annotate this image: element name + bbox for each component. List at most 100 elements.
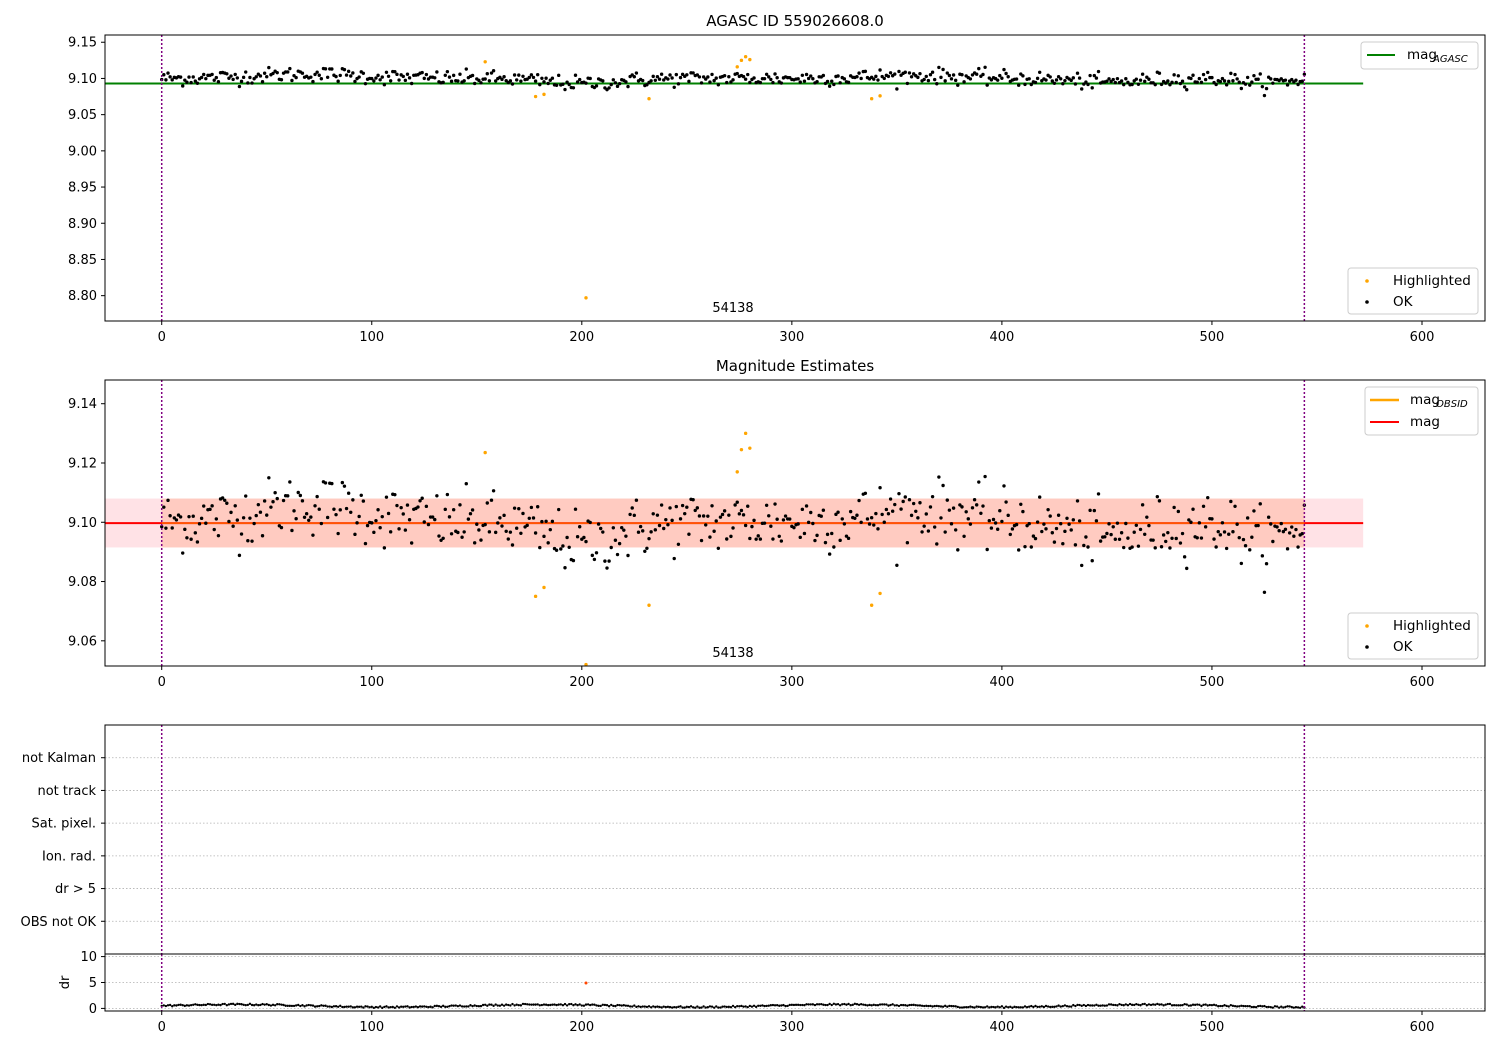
ok-point <box>949 77 954 81</box>
ok-point <box>315 70 319 74</box>
ok-point <box>668 506 672 510</box>
ok-point <box>678 517 683 521</box>
dr-point <box>183 1004 187 1008</box>
dr-point <box>313 1005 317 1008</box>
highlighted-point <box>647 97 651 101</box>
dr-point <box>324 1004 327 1007</box>
dr-point <box>677 1005 680 1009</box>
dr-point <box>402 1005 405 1009</box>
dr-point <box>362 1006 365 1009</box>
ok-point <box>493 79 498 83</box>
dr-point <box>1042 1005 1046 1009</box>
dr-point <box>360 1005 363 1008</box>
ok-point <box>573 73 578 77</box>
ok-point <box>164 78 168 82</box>
ok-point <box>968 522 973 526</box>
highlighted-point <box>647 603 651 607</box>
x-tick-label: 500 <box>1200 330 1225 345</box>
dr-point <box>284 1004 287 1007</box>
dr-point <box>513 1004 516 1007</box>
dr-point <box>1208 1003 1212 1007</box>
x-tick-label: 300 <box>779 330 804 345</box>
ok-point <box>613 81 618 85</box>
ok-point <box>655 513 660 517</box>
dr-point <box>1288 1005 1291 1008</box>
dr-point <box>458 1004 462 1007</box>
dr-point <box>1028 1005 1031 1008</box>
dr-point <box>282 1003 285 1007</box>
ok-point <box>267 65 271 70</box>
ok-point <box>214 517 219 521</box>
ok-point <box>951 73 956 77</box>
dr-point <box>920 1004 924 1008</box>
ok-point <box>676 542 681 546</box>
ok-point <box>1275 525 1279 529</box>
ok-point <box>1090 86 1094 90</box>
ok-point <box>185 80 189 84</box>
ok-point <box>483 77 487 81</box>
ok-point <box>1134 523 1139 527</box>
dr-point <box>431 1006 434 1009</box>
ok-point <box>514 78 519 82</box>
ok-point <box>1052 81 1057 85</box>
legend-label: mag <box>1407 47 1437 63</box>
ok-point <box>525 523 529 528</box>
dr-point <box>444 1005 447 1009</box>
ok-point <box>981 504 985 508</box>
ok-point <box>947 508 952 512</box>
dr-point <box>1070 1005 1073 1008</box>
ok-point <box>565 535 569 540</box>
ok-point <box>928 73 933 77</box>
dr-point <box>744 1005 747 1008</box>
x-tick-label: 100 <box>359 1020 384 1035</box>
dr-point <box>649 1006 653 1009</box>
dr-point <box>820 1002 823 1006</box>
ok-point <box>286 70 290 74</box>
ok-point <box>752 518 756 523</box>
ok-point <box>487 530 492 534</box>
ok-point <box>628 512 632 517</box>
ok-point <box>846 80 851 85</box>
ok-point <box>737 512 742 516</box>
legend-label-highlighted: Highlighted <box>1393 273 1471 289</box>
ok-point <box>641 78 645 83</box>
highlighted-point <box>584 662 588 666</box>
ok-point <box>704 523 708 527</box>
dr-point <box>483 1003 487 1006</box>
dr-point <box>645 1005 649 1009</box>
dr-point <box>1126 1004 1130 1007</box>
dr-point <box>891 1003 894 1006</box>
ok-point <box>819 514 823 518</box>
ok-point <box>1126 80 1130 85</box>
dr-point <box>1055 1005 1058 1008</box>
ok-point <box>172 516 177 520</box>
ok-point <box>935 542 939 546</box>
dr-point <box>1172 1004 1176 1007</box>
ok-point <box>479 538 483 542</box>
dr-point <box>893 1004 896 1007</box>
ok-point <box>1038 70 1042 74</box>
x-tick-label: 500 <box>1200 675 1225 690</box>
ok-point <box>1077 76 1082 80</box>
ok-point <box>620 525 624 530</box>
ok-point <box>1172 505 1176 510</box>
ok-point <box>325 75 330 79</box>
ok-point <box>1178 541 1183 545</box>
ok-point <box>231 524 235 528</box>
dr-point <box>420 1005 424 1008</box>
ok-point <box>1164 539 1168 544</box>
ok-point <box>363 81 368 86</box>
ok-point <box>544 519 548 523</box>
ok-point <box>1233 72 1237 77</box>
ok-point <box>311 533 315 537</box>
ok-point <box>859 76 863 81</box>
dr-point <box>807 1003 810 1006</box>
ok-point <box>914 509 918 513</box>
dr-point <box>502 1004 506 1007</box>
dr-point <box>1101 1004 1104 1007</box>
ok-point <box>1296 82 1300 87</box>
ok-point <box>216 80 221 84</box>
